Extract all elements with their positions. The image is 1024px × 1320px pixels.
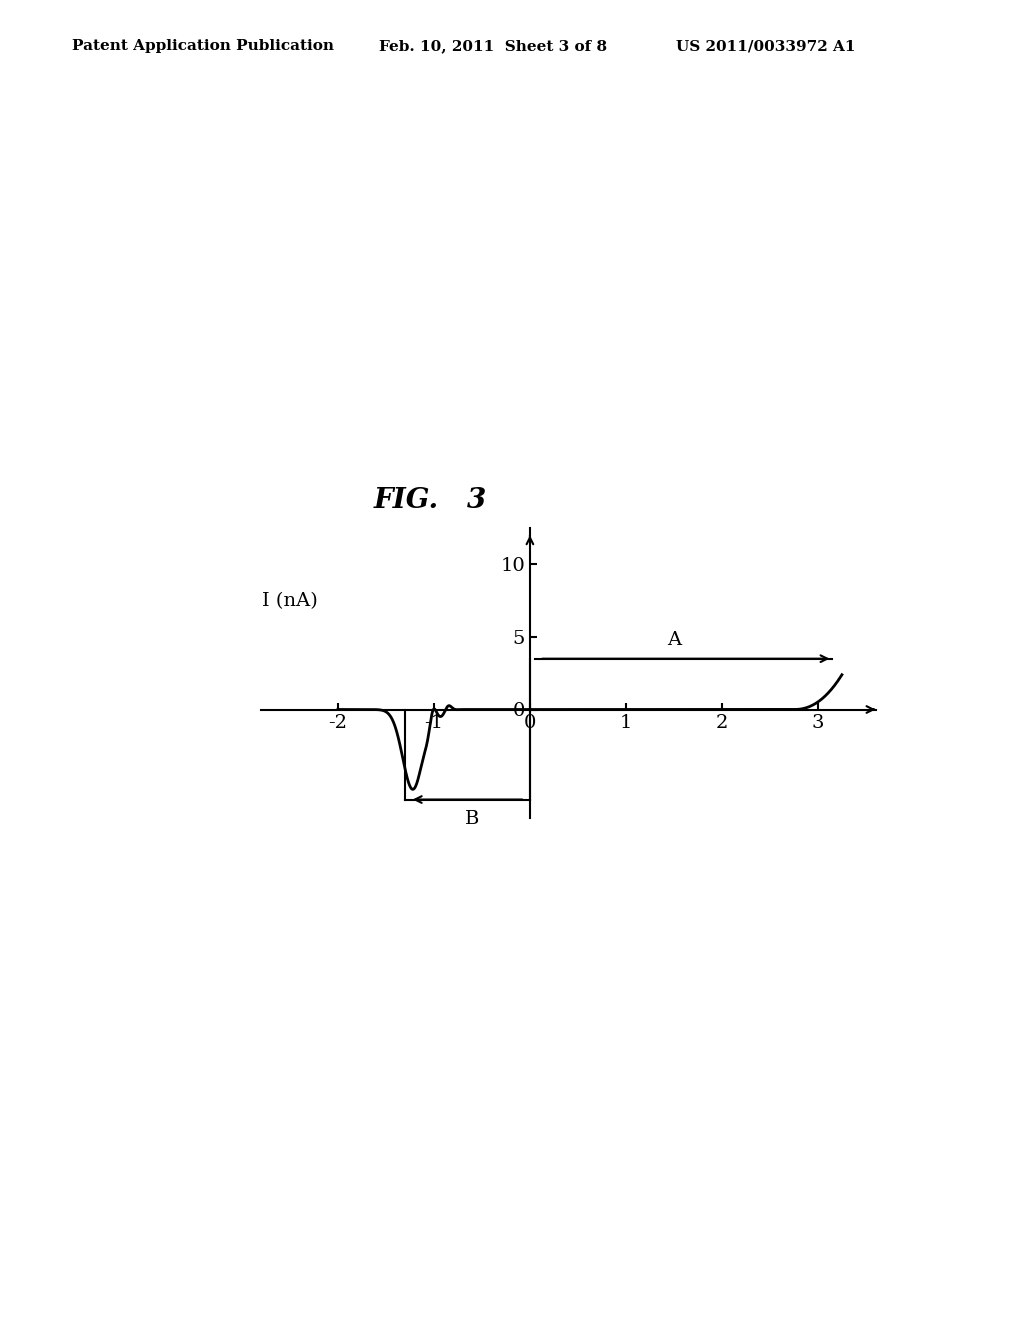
Text: Feb. 10, 2011  Sheet 3 of 8: Feb. 10, 2011 Sheet 3 of 8 bbox=[379, 40, 607, 53]
Text: US 2011/0033972 A1: US 2011/0033972 A1 bbox=[676, 40, 855, 53]
Text: A: A bbox=[667, 631, 681, 648]
Text: I (nA): I (nA) bbox=[262, 591, 317, 610]
Text: B: B bbox=[465, 809, 479, 828]
Text: FIG.   3: FIG. 3 bbox=[374, 487, 486, 515]
Text: Patent Application Publication: Patent Application Publication bbox=[72, 40, 334, 53]
